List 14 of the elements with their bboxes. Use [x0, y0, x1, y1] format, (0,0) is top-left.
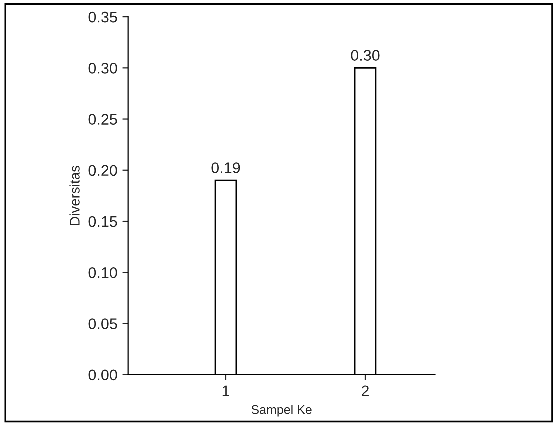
x-tick-label: 1: [222, 386, 230, 396]
x-tick-label: 2: [362, 386, 369, 396]
data-label: 0.30: [351, 50, 380, 61]
y-axis-title: Diversitas: [70, 166, 80, 226]
y-tick-label: 0.15: [88, 216, 118, 228]
data-label: 0.19: [212, 162, 240, 174]
y-tick-label: 0.35: [88, 12, 118, 23]
y-tick-label: 0.30: [88, 63, 118, 74]
y-tick-label: 0.25: [88, 114, 118, 125]
y-tick-label: 0.05: [88, 318, 118, 330]
x-axis-title: Sampel Ke: [252, 405, 312, 417]
y-tick-label: 0.00: [88, 370, 118, 381]
y-tick-label: 0.10: [88, 268, 118, 278]
y-tick-label: 0.20: [88, 165, 118, 176]
